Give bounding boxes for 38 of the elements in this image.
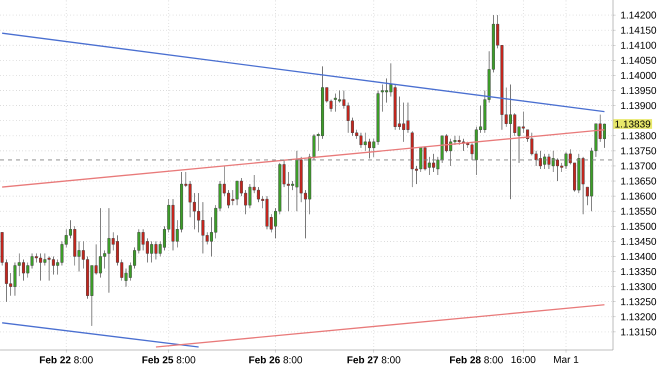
y-tick-label: 1.13500 <box>621 222 656 230</box>
x-tick-label: Feb 28 8:00 <box>450 356 503 364</box>
candlestick <box>440 136 444 164</box>
y-tick-label: 1.14050 <box>621 56 656 64</box>
candlestick <box>150 241 154 263</box>
candlestick <box>436 156 440 176</box>
y-tick-label: 1.13200 <box>621 313 656 320</box>
candlestick <box>410 131 414 188</box>
y-tick-label: 1.13600 <box>621 192 656 200</box>
x-tick-label: Feb 25 8:00 <box>142 356 196 364</box>
x-tick-label: Feb 22 8:00 <box>40 356 93 364</box>
y-tick-label: 1.14200 <box>621 12 656 19</box>
x-tick-label: Mar 1 <box>554 356 578 364</box>
y-tick-label: 1.14150 <box>621 26 656 34</box>
y-tick-label: 1.13250 <box>621 298 656 306</box>
y-tick-label: 1.13950 <box>621 86 656 94</box>
x-tick-label: Feb 27 8:00 <box>347 356 400 364</box>
candlestick <box>564 152 568 170</box>
y-tick-label: 1.13800 <box>621 132 656 140</box>
y-tick-label: 1.13750 <box>621 147 656 154</box>
y-tick-label: 1.14000 <box>621 72 656 79</box>
candlestick <box>171 198 175 251</box>
y-tick-label: 1.13550 <box>621 208 656 215</box>
y-tick-label: 1.13350 <box>621 268 656 276</box>
x-tick-label: Feb 26 8:00 <box>249 356 302 364</box>
y-tick-label: 1.14100 <box>621 42 656 49</box>
candlestick <box>334 93 337 112</box>
y-tick-label: 1.13450 <box>621 238 656 245</box>
y-tick-label: 1.13650 <box>621 177 656 185</box>
y-tick-label: 1.13400 <box>621 252 656 260</box>
y-tick-label: 1.13150 <box>621 328 656 336</box>
text: 1.13839 <box>615 120 650 128</box>
y-tick-label: 1.13700 <box>621 162 656 170</box>
y-tick-label: 1.13300 <box>621 283 656 290</box>
x-tick-label: 16:00 <box>512 356 536 364</box>
y-tick-label: 1.13900 <box>621 102 656 110</box>
candlestick <box>48 256 51 281</box>
candlestick <box>265 196 269 230</box>
